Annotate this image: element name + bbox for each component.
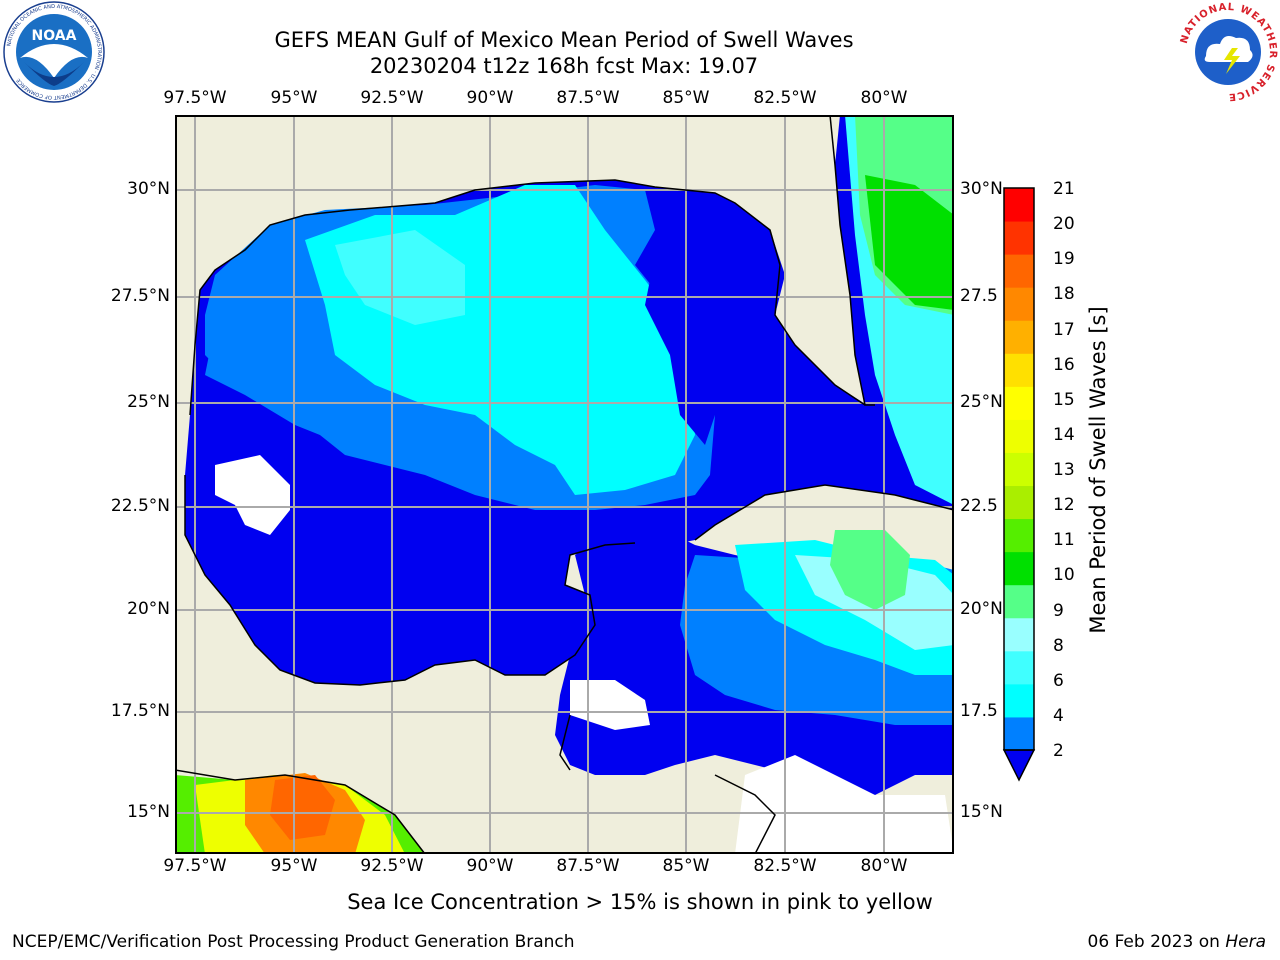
- sea-ice-note: Sea Ice Concentration > 15% is shown in …: [0, 890, 1280, 914]
- colorbar-band: [1004, 452, 1034, 487]
- colorbar-tick-label: 14: [1053, 424, 1075, 445]
- caribbean-green-9s: [830, 530, 910, 610]
- lon-label: 95°W: [270, 88, 318, 108]
- lat-label: 17.5: [960, 701, 998, 721]
- colorbar-tick-label: 6: [1053, 670, 1064, 691]
- host-name: Hera: [1225, 932, 1266, 952]
- graticule: [175, 115, 954, 854]
- colorbar-band: [1004, 353, 1034, 387]
- coastlines: [175, 115, 954, 854]
- colorbar-tick-label: 4: [1053, 705, 1064, 726]
- lat-label: 30°N: [960, 179, 1003, 199]
- missing-data-caribbean: [735, 755, 954, 854]
- noaa-logo: NOAA NATIONAL OCEANIC AND ATMOSPHERIC AD…: [3, 1, 105, 103]
- lat-label: 17.5°N: [110, 701, 170, 721]
- colorbar-tick-label: 17: [1053, 319, 1075, 340]
- lon-label: 92.5°W: [360, 856, 424, 876]
- colorbar-tick-label: 12: [1053, 495, 1075, 516]
- colorbar-tick-label: 20: [1053, 214, 1075, 235]
- lon-label: 80°W: [860, 88, 908, 108]
- colorbar-band: [1004, 320, 1034, 354]
- lat-label: 22.5°N: [110, 496, 170, 516]
- colorbar-band: [1004, 683, 1034, 718]
- lat-label: 25°N: [960, 392, 1003, 412]
- missing-data-belize: [570, 680, 650, 730]
- colorbar-band: [1004, 485, 1034, 520]
- lat-label: 27.5: [960, 286, 998, 306]
- lon-label: 97.5°W: [163, 88, 227, 108]
- lon-label: 82.5°W: [753, 88, 817, 108]
- colorbar-tick-label: 10: [1053, 565, 1075, 586]
- date-text: 06 Feb 2023 on: [1087, 932, 1226, 952]
- colorbar-tick-label: 13: [1053, 460, 1075, 480]
- lon-label: 92.5°W: [360, 88, 424, 108]
- colorbar-band: [1004, 419, 1034, 453]
- nws-logo: NATIONAL WEATHER SERVICE: [1179, 2, 1277, 102]
- chart-subtitle: 20230204 t12z 168h fcst Max: 19.07: [369, 54, 759, 78]
- pacific-orange-19s: [270, 775, 335, 840]
- loop-current-band: [645, 195, 765, 445]
- colorbar-band: [1004, 287, 1034, 321]
- colorbar-extension-triangle: [1002, 749, 1036, 782]
- lon-label: 90°W: [466, 856, 514, 876]
- lon-label: 90°W: [466, 88, 514, 108]
- colorbar-band: [1004, 188, 1034, 222]
- colorbar-band: [1004, 617, 1034, 652]
- lon-label: 87.5°W: [556, 856, 620, 876]
- colorbar-tick-label: 18: [1053, 284, 1075, 305]
- lat-label: 15°N: [127, 802, 170, 822]
- colorbar-title: Mean Period of Swell Waves [s]: [1086, 306, 1110, 634]
- lat-label: 20°N: [127, 599, 170, 619]
- colorbar-tick-label: 15: [1053, 389, 1075, 410]
- lon-label: 87.5°W: [556, 88, 620, 108]
- colorbar-tick-label: 9: [1053, 600, 1064, 621]
- colorbar-band: [1004, 386, 1034, 420]
- atlantic-green-10s: [865, 175, 954, 310]
- colorbar-band: [1004, 551, 1034, 586]
- lon-label: 85°W: [662, 88, 710, 108]
- lat-label: 25°N: [127, 392, 170, 412]
- colorbar-tick-label: 8: [1053, 635, 1064, 656]
- colorbar-band: [1004, 221, 1034, 255]
- colorbar-band: [1004, 518, 1034, 553]
- date-stamp: 06 Feb 2023 on Hera: [1088, 932, 1266, 952]
- colorbar-tick-label: 21: [1053, 179, 1075, 199]
- lon-label: 82.5°W: [753, 856, 817, 876]
- lon-label: 80°W: [860, 856, 908, 876]
- colorbar-band: [1004, 584, 1034, 619]
- lat-label: 15°N: [960, 802, 1003, 822]
- map-frame: [175, 115, 954, 854]
- colorbar-tick-label: 11: [1053, 530, 1075, 551]
- chart-title: GEFS MEAN Gulf of Mexico Mean Period of …: [274, 28, 854, 52]
- lat-label: 27.5°N: [110, 286, 170, 306]
- lon-label: 85°W: [662, 856, 710, 876]
- colorbar-tick-label: 2: [1053, 741, 1064, 761]
- gulf-map: [175, 115, 954, 854]
- missing-data-bay-of-campeche: [215, 455, 290, 535]
- colorbar-band: [1004, 254, 1034, 288]
- lat-label: 30°N: [127, 179, 170, 199]
- colorbar-frame: [1003, 187, 1035, 751]
- lon-label: 95°W: [270, 856, 318, 876]
- lat-label: 20°N: [960, 599, 1003, 619]
- colorbar-tick-label: 19: [1053, 249, 1075, 270]
- colorbar: [1002, 187, 1036, 782]
- sea-ice-note-text: Sea Ice Concentration > 15% is shown in …: [347, 890, 933, 914]
- gulf-cyan-6s: [335, 230, 465, 325]
- colorbar-tick-label: 16: [1053, 354, 1075, 375]
- lat-label: 22.5: [960, 496, 998, 516]
- credit-line: NCEP/EMC/Verification Post Processing Pr…: [12, 932, 575, 952]
- colorbar-band: [1004, 716, 1034, 751]
- noaa-wordmark: NOAA: [32, 28, 77, 44]
- lon-label: 97.5°W: [163, 856, 227, 876]
- colorbar-band: [1004, 650, 1034, 685]
- gulf-blue-2s-west: [205, 325, 365, 445]
